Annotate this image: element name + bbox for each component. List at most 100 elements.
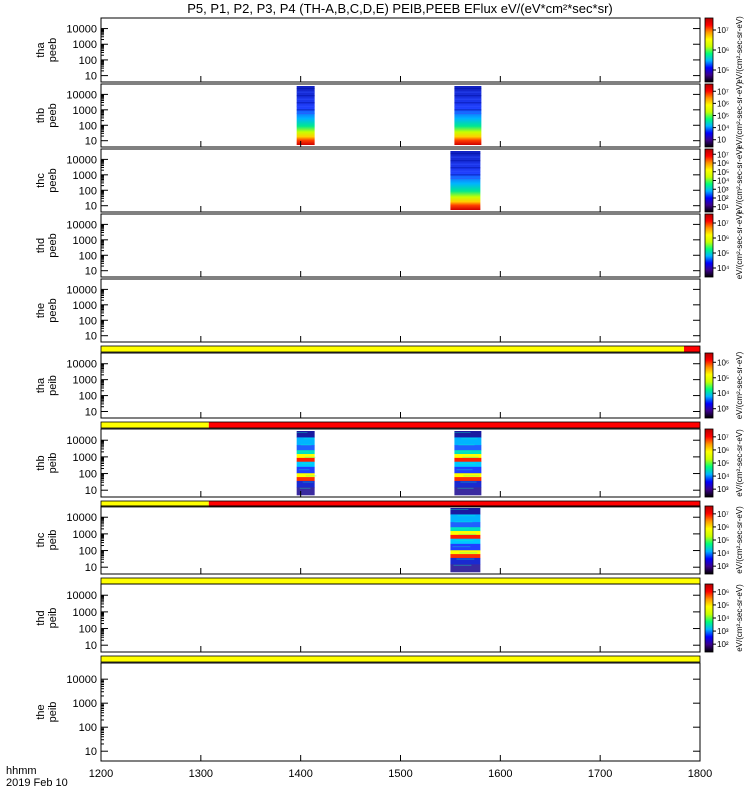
spectrogram-band [454,477,481,481]
y-tick-label: 1000 [73,375,97,387]
y-tick-label: 10 [85,640,97,652]
colorbar-tick-label: 10⁴ [717,177,730,186]
spectrogram-texture [458,534,476,535]
colorbar-tick-label: 10⁴ [717,549,730,558]
panel-label-probe: tha [35,41,47,57]
colorbar-tick-label: 10⁴ [717,614,730,623]
spectrogram-texture [458,444,474,445]
y-tick-label: 100 [79,315,97,327]
colorbar [705,149,713,212]
spectrogram-band [454,462,481,467]
y-tick-label: 100 [79,120,97,132]
y-tick-label: 10 [85,485,97,497]
spectrogram-texture [451,528,469,529]
panel-label-probe: thd [35,238,47,253]
spectrogram-texture [456,559,474,560]
y-tick-label: 10000 [66,154,97,166]
spectrogram-texture [456,469,472,470]
colorbar-label: eV/(cm²-sec-sr-eV) [735,429,744,497]
spectrogram-texture [460,482,476,483]
y-tick-label: 10000 [66,359,97,371]
quality-flag-bar [101,346,684,352]
y-tick-label: 10000 [66,674,97,686]
spectrogram-band [450,522,480,527]
spectrogram-texture [463,475,479,476]
spectrogram-texture [459,463,475,464]
spectrogram-texture [297,106,315,107]
spectrogram-texture [297,102,315,103]
colorbar-label: eV/(cm²-sec-sr-eV) [735,211,744,279]
panel-frame [101,279,700,342]
spectrogram-texture [304,438,315,439]
spectrogram-texture [459,552,477,553]
panel-tha-peeb: 10100100010000tha peeb10⁵10⁶10⁷ eV/(cm²-se… [35,16,744,84]
panel-frame [101,429,700,497]
panel-label-product: peib [47,530,59,551]
colorbar-tick-label: 10² [717,194,729,203]
colorbar-tick-label: 10⁵ [717,374,729,383]
spectrogram-texture [297,113,315,114]
colorbar-tick-label: 10⁷ [717,26,729,35]
y-tick-label: 100 [79,624,97,636]
y-tick-label: 10000 [66,24,97,36]
spectrogram-texture [454,432,470,433]
panel-thc-peeb: 10100100010000thc peeb10¹10²10³10⁴10⁵10⁶1… [35,146,744,214]
date-label: 2019 Feb 10 [6,777,68,789]
colorbar-tick-label: 10³ [717,627,729,636]
spectrogram-texture [299,469,310,470]
y-tick-label: 100 [79,250,97,262]
colorbar-tick-label: 10⁶ [717,446,729,455]
y-tick-label: 1000 [73,529,97,541]
colorbar-tick-label: 10⁵ [717,66,729,75]
spectrogram-texture [302,463,313,464]
panel-the-peib: 10 100 1000 10000 the peib [35,663,700,761]
spectrogram-band [454,445,481,450]
colorbar-tick-label: 10³ [717,485,729,494]
panel-frame [101,353,700,418]
y-tick-label: 10 [85,266,97,278]
x-tick-label: 1500 [388,768,412,780]
spectrogram-texture [457,515,475,516]
panel-label-probe: the [35,303,47,318]
spectrogram-texture [457,488,473,489]
panel-frame [101,18,700,82]
y-tick-label: 10000 [66,89,97,101]
spectrogram-texture [297,95,315,96]
spectrogram-texture [297,88,315,89]
spectrogram-texture [450,178,480,179]
spectrogram-texture [450,164,480,165]
colorbar-tick-label: 10⁶ [717,159,729,168]
quality-flag-bar [101,656,700,662]
colorbar-tick-label: 10⁴ [717,472,730,481]
colorbar [705,84,713,147]
spectrogram-texture [297,109,315,110]
panel-label-product: peeb [47,233,59,257]
time-format-label: hhmm [6,765,37,777]
colorbar-tick-label: 10⁶ [717,358,729,367]
spectrogram-band [454,473,481,477]
spectrogram-texture [450,160,480,161]
spectrogram-texture [454,106,481,107]
panel-label-probe: thb [35,108,47,123]
colorbar [705,429,713,497]
y-tick-label: 1000 [73,698,97,710]
colorbar [705,506,713,574]
spectrogram-band [450,554,480,558]
x-tick-label: 1700 [588,768,612,780]
colorbar-label: eV/(cm²-sec-sr-eV) [735,16,744,84]
x-tick-label: 1800 [688,768,712,780]
y-tick-label: 100 [79,55,97,67]
colorbar-tick-label: 10⁴ [717,124,730,133]
panel-frame [101,214,700,277]
spectrogram-texture [450,171,480,172]
panel-label-probe: the [35,704,47,719]
spectrogram-texture [450,509,468,510]
panel-label-probe: thd [35,610,47,625]
spectrogram-band [450,539,480,544]
panel-frame [101,84,700,147]
colorbar-tick-label: 10⁶ [717,99,729,108]
y-tick-label: 10 [85,746,97,758]
colorbar-label: eV/(cm²-sec-sr-eV) [735,146,744,214]
colorbar-tick-label: 10² [717,640,729,649]
